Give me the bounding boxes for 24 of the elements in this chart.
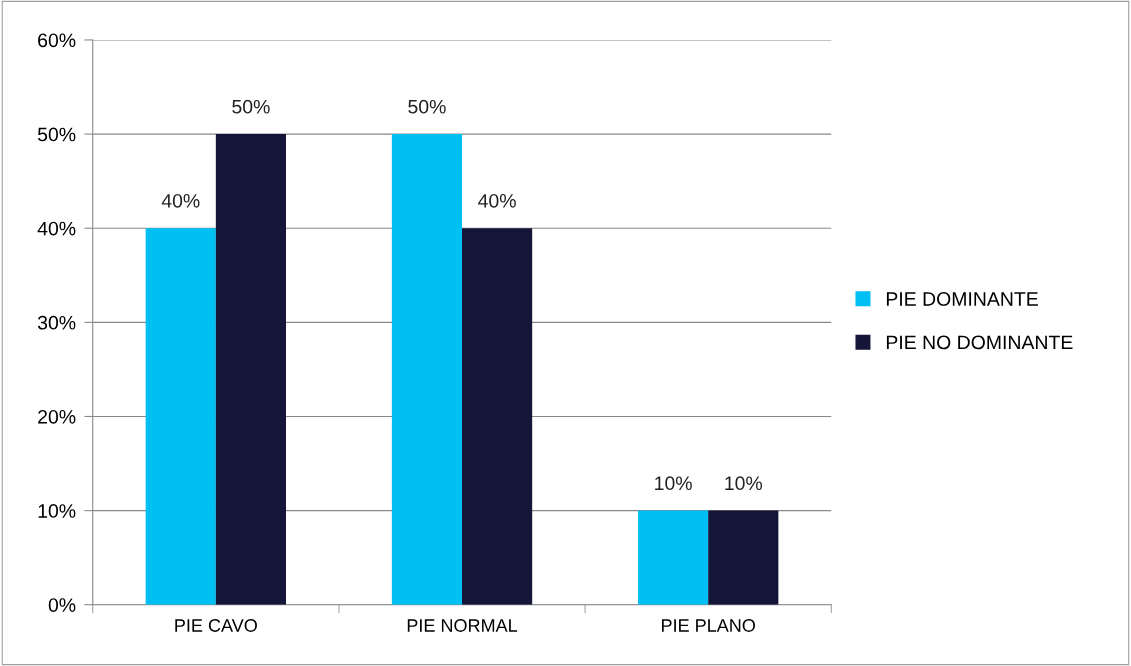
data-label: 10%: [725, 476, 763, 491]
bar: [215, 134, 286, 605]
x-tick-label: PIE PLANO: [662, 619, 755, 632]
data-label: 10%: [655, 476, 692, 491]
bar: [391, 134, 463, 605]
bar: [145, 228, 216, 605]
y-tick-label: 40%: [37, 221, 76, 236]
legend-label: PIE DOMINANTE: [886, 292, 1038, 306]
y-tick-label: 20%: [38, 409, 76, 424]
bar: [638, 510, 709, 605]
x-tick-label: PIE CAVO: [175, 619, 257, 632]
x-tick-label: PIE NORMAL: [407, 619, 518, 632]
legend-label: PIE NO DOMINANTE: [886, 335, 1073, 350]
y-tick-label: 30%: [37, 315, 76, 330]
y-tick-label: 10%: [38, 504, 76, 518]
data-label: 50%: [408, 99, 446, 114]
data-label: 40%: [161, 193, 200, 208]
y-tick-label: 0%: [48, 598, 76, 612]
data-label: 50%: [232, 99, 270, 114]
y-tick-label: 60%: [38, 33, 76, 48]
y-tick-label: 50%: [37, 127, 76, 142]
data-label: 40%: [478, 193, 516, 208]
bar: [708, 510, 779, 605]
bar: [462, 228, 533, 605]
